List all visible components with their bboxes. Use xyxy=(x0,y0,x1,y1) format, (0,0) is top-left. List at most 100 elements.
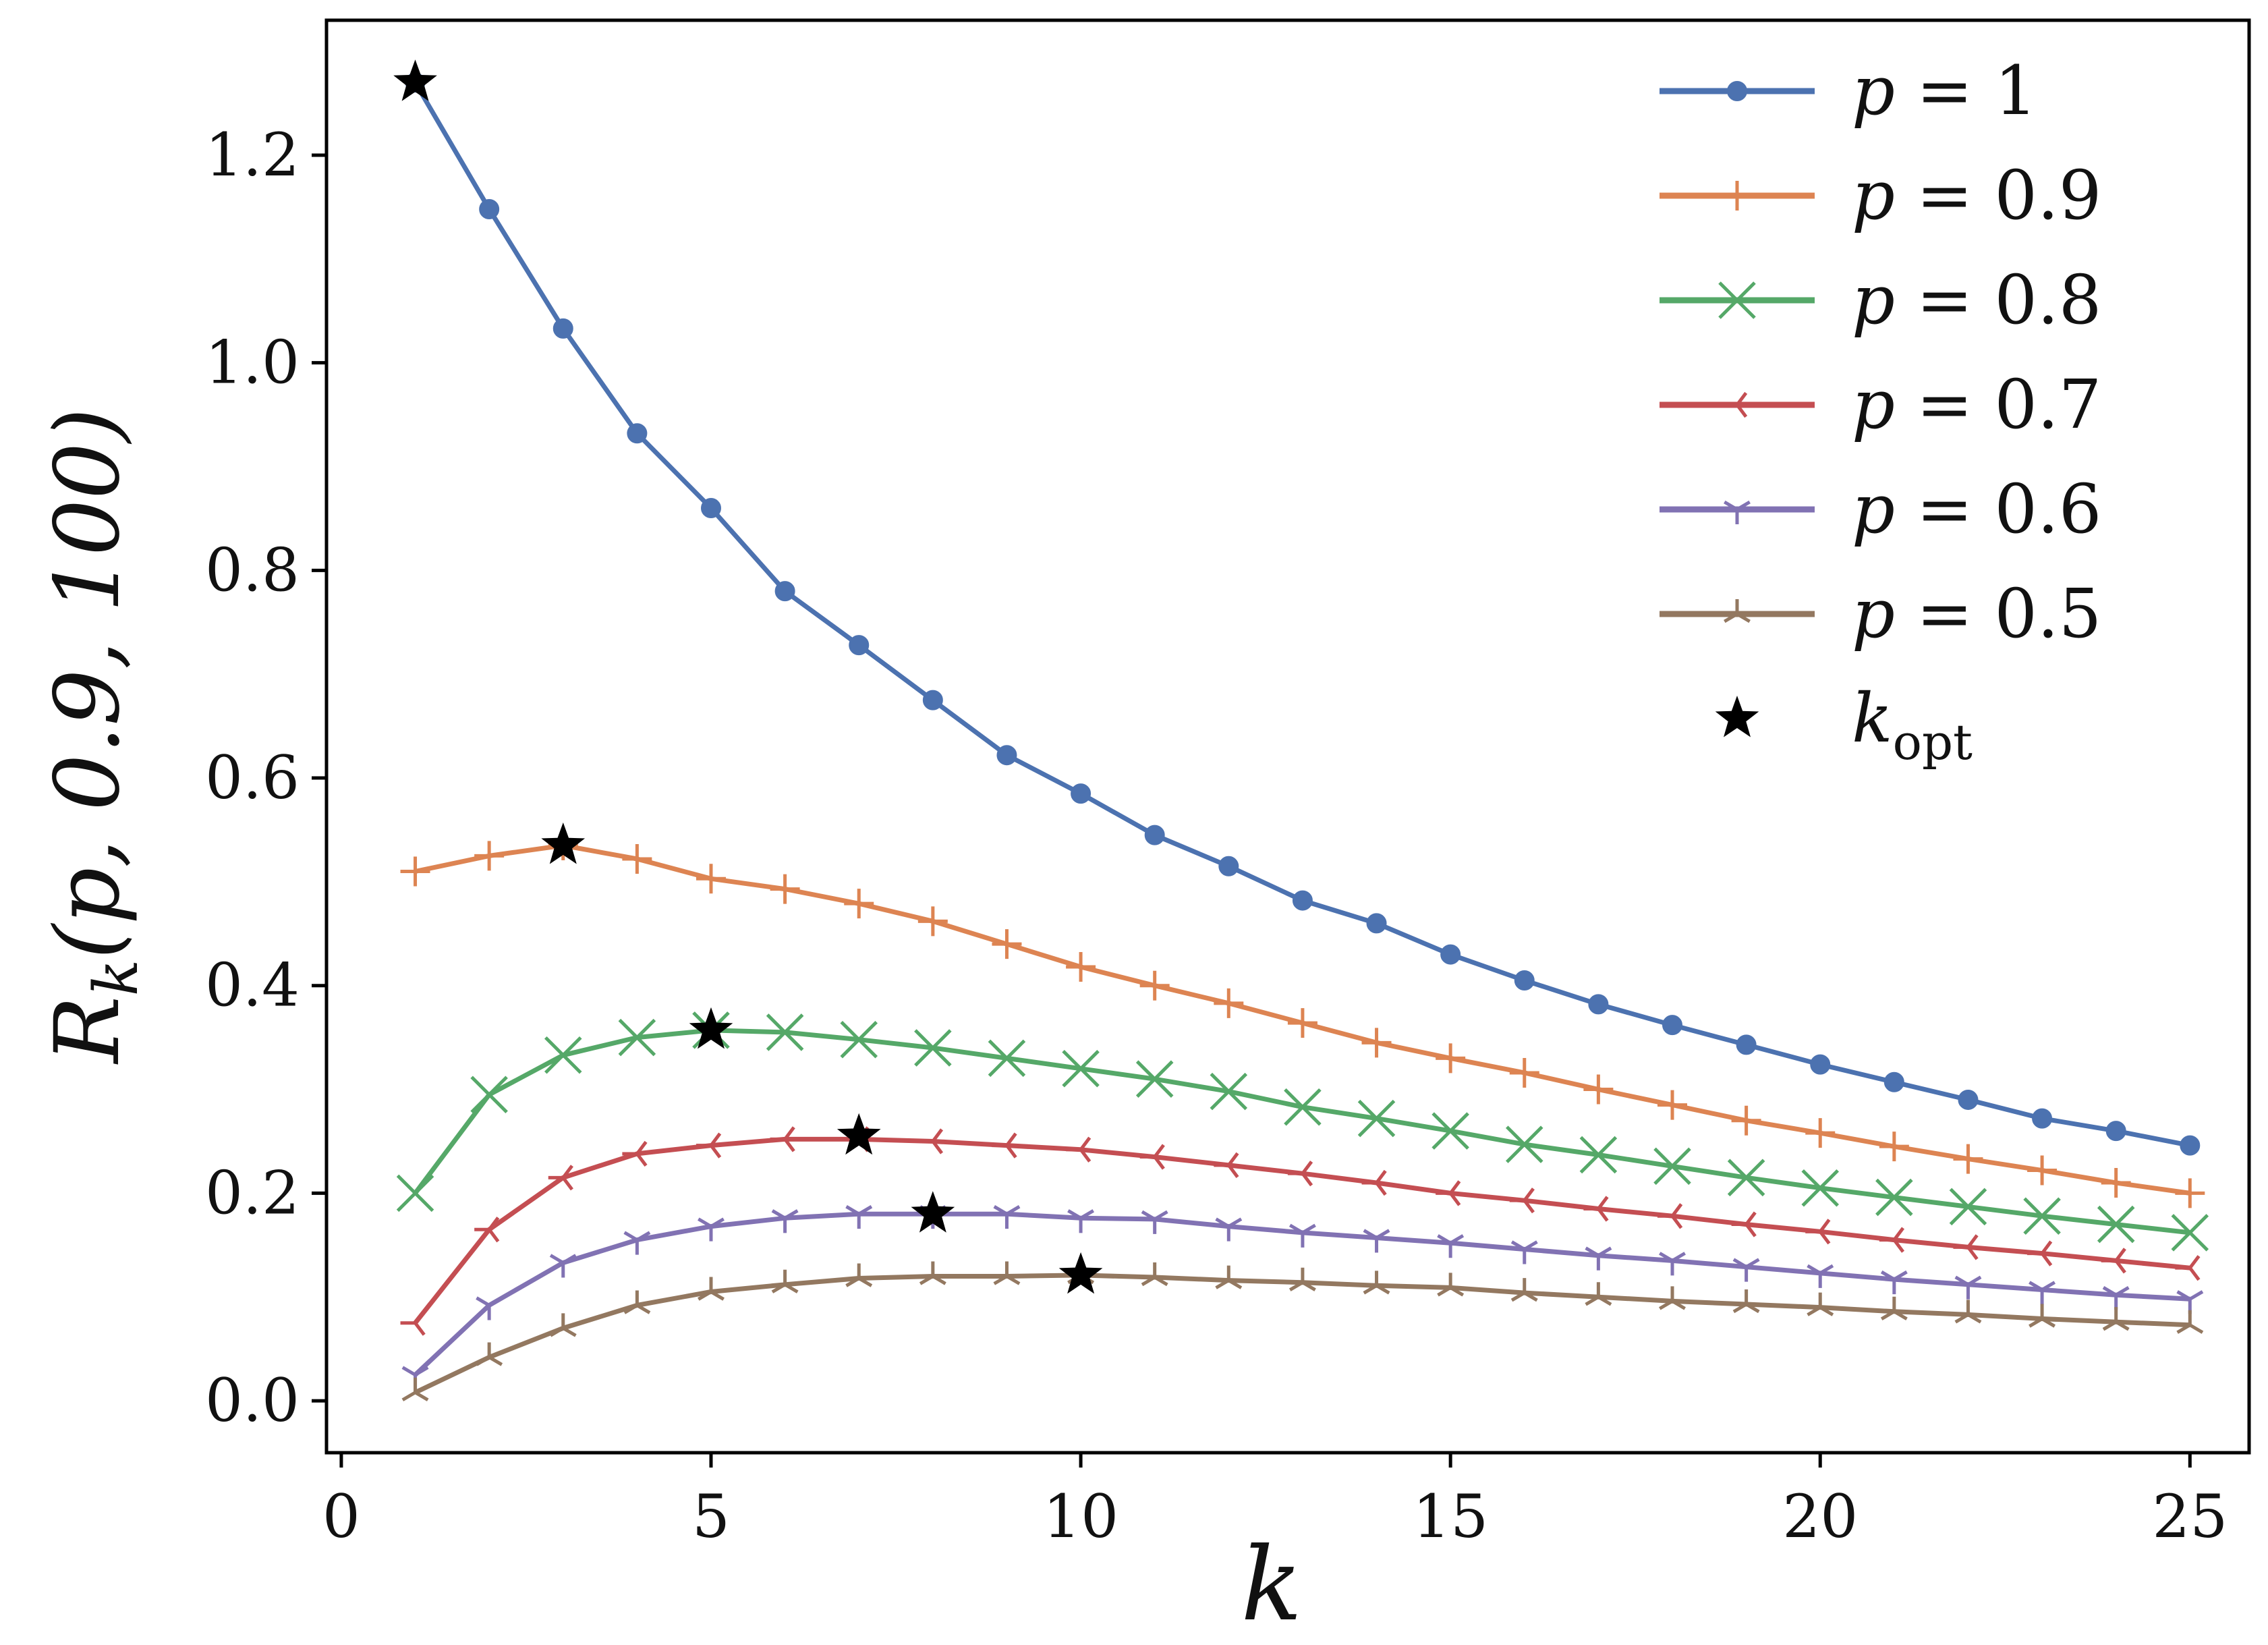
data-point xyxy=(479,198,500,219)
data-point xyxy=(766,1013,804,1051)
data-point xyxy=(1066,1136,1092,1163)
data-point xyxy=(1662,1015,1682,1036)
data-point xyxy=(1953,1234,1979,1260)
data-point xyxy=(2175,1255,2201,1281)
data-point xyxy=(1657,1090,1687,1120)
series-layer xyxy=(396,72,2209,1401)
x-tick-label: 25 xyxy=(2152,1482,2228,1551)
data-point xyxy=(1215,1265,1243,1289)
data-point xyxy=(1135,1060,1174,1098)
data-point xyxy=(1514,970,1535,991)
data-point xyxy=(696,1132,722,1159)
data-point xyxy=(1436,1180,1461,1206)
data-point xyxy=(2176,1310,2204,1334)
legend-marker xyxy=(1724,599,1751,623)
data-point xyxy=(1287,1161,1313,1187)
data-point xyxy=(548,1165,573,1191)
data-point xyxy=(1440,944,1461,965)
y-axis-label: Rk(p, 0.9, 100) xyxy=(36,408,152,1064)
data-point xyxy=(1727,1159,1765,1197)
data-point xyxy=(396,1174,434,1212)
data-point xyxy=(698,1277,725,1301)
data-point xyxy=(549,1313,577,1337)
data-point xyxy=(1210,1072,1248,1111)
data-point xyxy=(993,1261,1021,1285)
data-point xyxy=(2171,1214,2209,1252)
data-point xyxy=(1357,1099,1396,1138)
data-point xyxy=(992,929,1022,959)
data-point xyxy=(1579,1136,1618,1174)
data-point xyxy=(1588,994,1609,1015)
data-point xyxy=(1284,1088,1322,1126)
legend-marker xyxy=(1718,281,1756,319)
data-point xyxy=(1509,1057,1539,1088)
k-opt-star xyxy=(911,1191,955,1233)
series-0-8 xyxy=(396,1011,2209,1252)
data-point xyxy=(470,1076,508,1114)
data-point xyxy=(2029,1304,2056,1328)
data-point xyxy=(401,1377,429,1401)
data-point xyxy=(1510,1278,1538,1302)
data-point xyxy=(1880,1270,1908,1295)
data-point xyxy=(1585,1282,1612,1306)
data-point xyxy=(2102,1307,2130,1331)
data-point xyxy=(1437,1234,1465,1258)
data-point xyxy=(1883,1071,1904,1092)
data-point xyxy=(1879,1132,1909,1162)
data-point xyxy=(770,1126,795,1152)
data-point xyxy=(1954,1275,1982,1300)
data-point xyxy=(1954,1300,1982,1324)
legend-label: kopt xyxy=(1852,679,1973,771)
data-point xyxy=(552,318,573,339)
y-tick-label: 1.2 xyxy=(205,120,300,190)
data-point xyxy=(623,1231,651,1255)
data-point xyxy=(1731,1105,1761,1136)
data-point xyxy=(1215,1217,1243,1242)
legend-marker xyxy=(1722,181,1752,211)
data-point xyxy=(771,1269,799,1293)
data-point xyxy=(1807,1264,1834,1288)
data-point xyxy=(1139,970,1170,1001)
data-point xyxy=(1292,890,1313,911)
x-tick-label: 5 xyxy=(692,1482,730,1551)
data-point xyxy=(1801,1169,1839,1207)
legend-entry: p = 0.7 xyxy=(1660,365,2101,444)
legend-entry: p = 0.9 xyxy=(1660,156,2101,235)
series-0-7 xyxy=(400,1126,2201,1336)
data-point xyxy=(1062,1050,1100,1088)
series-0-9 xyxy=(400,831,2205,1208)
legend-marker xyxy=(1722,391,1748,418)
legend-marker xyxy=(1715,696,1759,737)
data-point xyxy=(992,1132,1017,1159)
data-point xyxy=(1431,1112,1469,1150)
x-tick-label: 0 xyxy=(322,1482,360,1551)
legend-entry-k-opt: kopt xyxy=(1715,679,1973,771)
data-point xyxy=(476,1296,503,1320)
data-point xyxy=(2029,1281,2056,1305)
data-point xyxy=(1583,1074,1614,1105)
k-opt-star xyxy=(837,1113,881,1155)
data-point xyxy=(1731,1211,1757,1237)
x-axis-label: k xyxy=(1241,1526,1303,1644)
legend-label: p = 1 xyxy=(1852,51,2037,130)
data-point xyxy=(1214,1152,1239,1178)
y-tick-label: 0.6 xyxy=(205,743,300,812)
x-tick-label: 20 xyxy=(1782,1482,1858,1551)
data-point xyxy=(1361,1169,1387,1196)
data-point xyxy=(770,874,800,904)
data-point xyxy=(771,1209,799,1233)
legend-entry: p = 1 xyxy=(1660,51,2037,130)
data-point xyxy=(400,856,430,887)
k-opt-star xyxy=(1058,1252,1103,1294)
data-point xyxy=(2032,1108,2053,1129)
data-point xyxy=(474,1217,500,1243)
data-point xyxy=(623,1290,651,1314)
data-point xyxy=(1288,1223,1316,1248)
data-point xyxy=(922,690,943,710)
data-point xyxy=(914,1029,952,1067)
data-point xyxy=(844,889,874,919)
data-point xyxy=(1659,1286,1686,1310)
x-tick-label: 10 xyxy=(1043,1482,1118,1551)
data-point xyxy=(840,1020,878,1059)
